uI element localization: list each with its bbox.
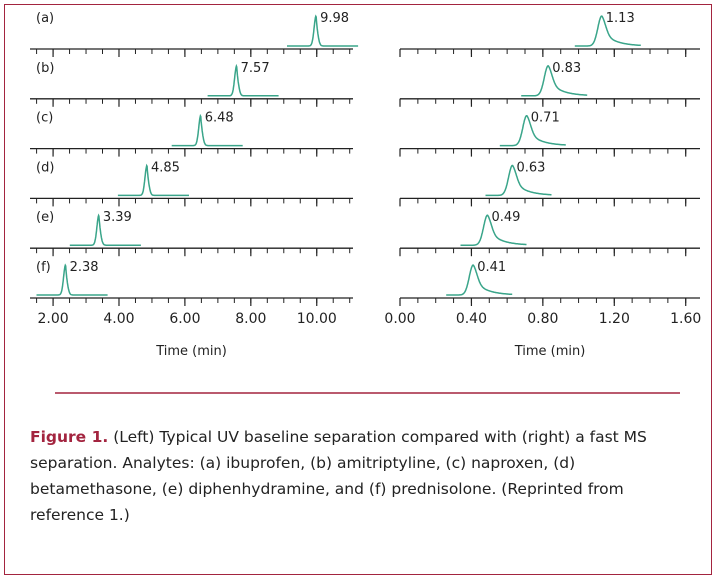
peak-trace xyxy=(499,114,566,147)
peak-trace xyxy=(521,65,588,97)
peak-label: 1.13 xyxy=(606,11,635,26)
figure-plots: (a) 9.98 (b) 7.57 (c) 6.48 (d) 4.85 (e) 3.39 (f) 2.… xyxy=(30,11,701,394)
trace-label: (a) xyxy=(36,11,54,26)
trace-label: (c) xyxy=(36,111,53,126)
peak-trace xyxy=(171,113,243,147)
peak-label: 2.38 xyxy=(70,260,99,275)
peak-label: 7.57 xyxy=(241,61,270,76)
peak-label: 0.49 xyxy=(492,210,521,225)
trace-label: (e) xyxy=(36,210,54,225)
peak-trace xyxy=(287,14,359,47)
peak-trace xyxy=(36,263,108,296)
x-tick-label: 0.80 xyxy=(527,311,558,327)
peak-label: 9.98 xyxy=(320,11,349,26)
caption-text: (Left) Typical UV baseline separation co… xyxy=(30,428,647,524)
x-tick-label: 8.00 xyxy=(235,311,266,327)
peak-trace xyxy=(207,63,279,97)
peak-label: 0.63 xyxy=(517,160,546,175)
peak-trace xyxy=(460,214,527,246)
peak-trace xyxy=(69,213,141,246)
peak-trace xyxy=(117,163,189,197)
peak-label: 3.39 xyxy=(103,210,132,225)
peak-label: 0.41 xyxy=(477,260,506,275)
peak-label: 0.83 xyxy=(552,61,581,76)
x-axis-label: Time (min) xyxy=(155,344,227,359)
x-tick-label: 0.40 xyxy=(456,311,487,327)
peak-trace xyxy=(485,164,552,197)
x-axis-label: Time (min) xyxy=(514,344,586,359)
trace-label: (d) xyxy=(36,160,54,175)
x-tick-label: 1.60 xyxy=(670,311,701,327)
x-tick-label: 2.00 xyxy=(37,311,68,327)
peak-label: 4.85 xyxy=(151,160,180,175)
x-tick-label: 0.00 xyxy=(384,311,415,327)
figure-frame xyxy=(4,4,712,575)
trace-label: (f) xyxy=(36,260,51,275)
trace-label: (b) xyxy=(36,61,54,76)
caption-label: Figure 1. xyxy=(30,428,109,446)
x-tick-label: 6.00 xyxy=(169,311,200,327)
peak-label: 6.48 xyxy=(205,111,234,126)
peak-trace xyxy=(574,15,641,47)
caption: Figure 1. (Left) Typical UV baseline sep… xyxy=(30,424,700,528)
peak-label: 0.71 xyxy=(531,111,560,126)
x-tick-label: 1.20 xyxy=(599,311,630,327)
peak-trace xyxy=(446,264,513,296)
x-tick-label: 4.00 xyxy=(103,311,134,327)
x-tick-label: 10.00 xyxy=(297,311,337,327)
